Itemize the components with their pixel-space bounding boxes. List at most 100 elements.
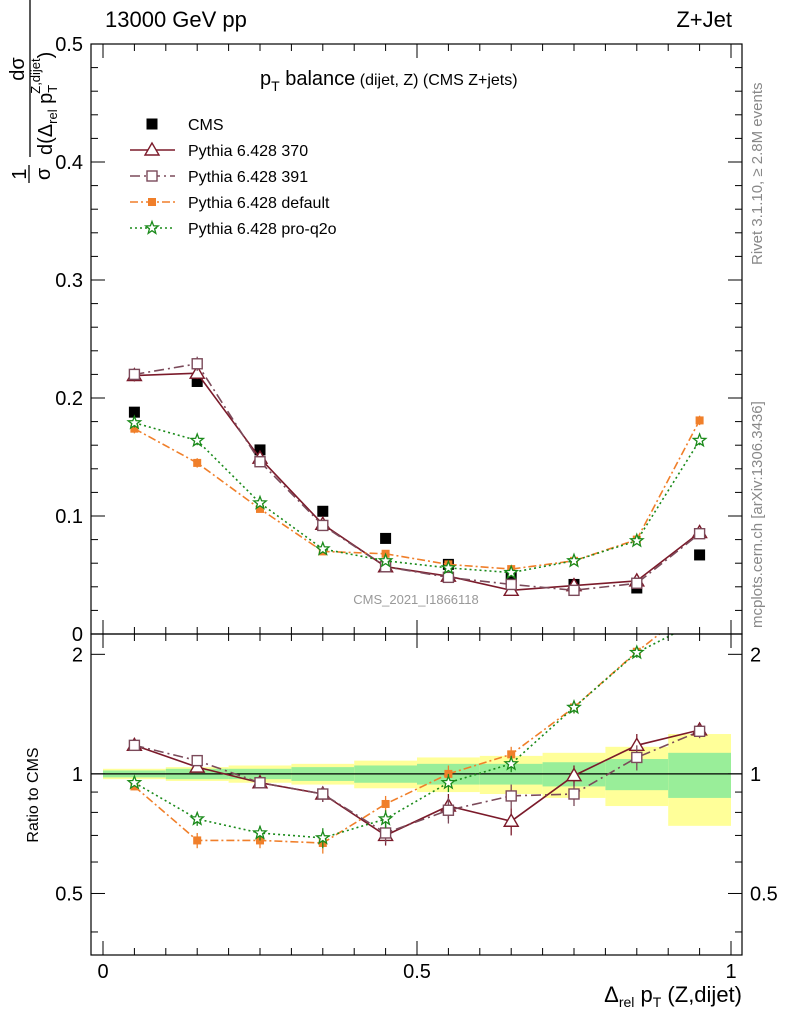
xtick-label: 0.5	[403, 961, 431, 983]
xlabel-rel: rel	[619, 994, 635, 1010]
point-2-2	[254, 456, 266, 468]
xlabel-rest: (Z,dijet)	[661, 982, 742, 1007]
ratio-series-1	[128, 724, 706, 843]
ylabel-den-Zd: Z,dijet	[28, 58, 43, 94]
series-1	[126, 364, 708, 597]
legend-marker-3	[148, 198, 156, 206]
watermark: CMS_2021_I1866118	[353, 592, 479, 607]
xlabel-p: p	[634, 982, 652, 1007]
ratio-point-0-6	[502, 812, 520, 827]
point-2-5	[442, 571, 455, 584]
x-axis-label: Δrel pT (Z,dijet)	[604, 982, 742, 1010]
main-ylabel: 1 σ dσ d(Δrel pTZ,dijet)	[7, 0, 60, 183]
point-0-0	[128, 406, 140, 418]
ylabel-den-T: T	[45, 85, 60, 93]
main-ytick-label: 0.5	[55, 34, 83, 56]
legend-item-4: Pythia 6.428 pro-q2o	[130, 219, 337, 238]
ratio-point-1-1	[191, 754, 203, 767]
point-2-1	[191, 358, 203, 370]
point-2-0	[128, 368, 141, 381]
point-0-4	[380, 532, 392, 544]
point-4-7	[566, 552, 582, 568]
point-0-9	[694, 549, 706, 561]
ratio-point-3-2	[252, 824, 268, 840]
legend-item-1: Pythia 6.428 370	[130, 141, 308, 160]
point-2-6	[505, 578, 517, 591]
xlabel-delta: Δ	[604, 982, 619, 1007]
ylabel-num: dσ	[7, 57, 29, 81]
main-ytick-label: 0.4	[55, 152, 83, 174]
ratio-point-1-5	[442, 804, 455, 816]
series-line-2	[134, 362, 701, 592]
ratio-point-3-5	[440, 774, 457, 790]
ylabel-sigma: σ	[33, 167, 55, 180]
point-4-0	[126, 414, 143, 430]
main-ytick-label: 0	[72, 624, 83, 646]
point-1-1	[188, 364, 206, 379]
series-3	[130, 415, 704, 574]
ylabel-den: d(Δrel pTZ,dijet)	[28, 52, 60, 155]
series-4	[126, 414, 708, 580]
point-3-0	[130, 424, 139, 433]
legend-marker-2	[146, 170, 158, 182]
legend-label-1: Pythia 6.428 370	[188, 143, 308, 160]
xlabel-T: T	[653, 994, 662, 1010]
ylabel-one: 1	[9, 168, 31, 179]
legend-marker-1	[143, 141, 161, 156]
legend-label-0: CMS	[188, 117, 224, 134]
chart-title-tail: (CMS Z+jets)	[418, 72, 517, 89]
series-line-4	[134, 422, 701, 574]
mcplots-label: mcplots.cern.ch [arXiv:1306.3436]	[749, 401, 766, 628]
legend-label-4: Pythia 6.428 pro-q2o	[188, 221, 337, 238]
point-4-9	[691, 432, 708, 448]
legend-item-0: CMS	[146, 117, 224, 134]
ratio-point-2-9	[696, 599, 704, 607]
ratio-ytick-label-right: 2	[750, 644, 761, 666]
chart-title-p: p	[260, 68, 271, 90]
header-right: Z+Jet	[676, 7, 732, 32]
ratio-point-1-2	[254, 777, 266, 789]
ratio-ytick-label: 0.5	[55, 883, 83, 905]
legend-marker-0	[146, 118, 158, 130]
ratio-point-0-7	[565, 767, 583, 782]
header-left: 13000 GeV pp	[105, 7, 247, 32]
point-0-1	[191, 375, 203, 387]
ratio-point-3-1	[189, 810, 206, 826]
series-2	[128, 356, 706, 597]
chart-title-sub: T	[271, 78, 280, 94]
point-4-5	[440, 559, 457, 575]
legend-label-2: Pythia 6.428 391	[188, 169, 308, 186]
ratio-line-3	[133, 634, 676, 839]
ratio-point-2-4	[381, 799, 390, 808]
main-ytick-label: 0.2	[55, 388, 83, 410]
rivet-label: Rivet 3.1.10, ≥ 2.8M events	[749, 83, 766, 266]
chart-title-small: (dijet, Z)	[355, 72, 418, 89]
point-3-1	[193, 458, 202, 467]
legend: CMS Pythia 6.428 370 Pythia 6.428 391 Pythi…	[130, 117, 337, 238]
ylabel-den-rel: rel	[45, 109, 60, 124]
point-2-9	[693, 528, 706, 540]
point-0-3	[317, 505, 329, 517]
legend-label-3: Pythia 6.428 default	[188, 195, 330, 212]
ratio-series-3	[126, 634, 676, 849]
point-3-9	[695, 416, 704, 425]
legend-item-2: Pythia 6.428 391	[130, 169, 308, 186]
point-3-2	[256, 504, 264, 513]
series-line-1	[134, 372, 701, 592]
ratio-ytick-label: 2	[72, 644, 83, 666]
series-0	[128, 375, 706, 594]
point-4-8	[628, 532, 645, 548]
ratio-series	[126, 599, 708, 854]
ylabel-den-close: )	[35, 52, 57, 59]
point-4-4	[377, 552, 394, 568]
ratio-point-3-8	[628, 644, 645, 660]
point-4-2	[252, 494, 268, 510]
band-inner-9	[668, 752, 731, 798]
xtick-label: 0	[97, 961, 108, 983]
chart-title-rest: balance	[280, 68, 356, 90]
ratio-point-1-8	[631, 751, 643, 764]
ratio-ytick-label: 1	[72, 764, 83, 786]
ratio-line-2	[133, 634, 661, 844]
axes: 0 0.1 0.2 0.3 0.4 0.5 0 0.5 1 0.5 0.5 1 1 2 2	[55, 34, 778, 983]
